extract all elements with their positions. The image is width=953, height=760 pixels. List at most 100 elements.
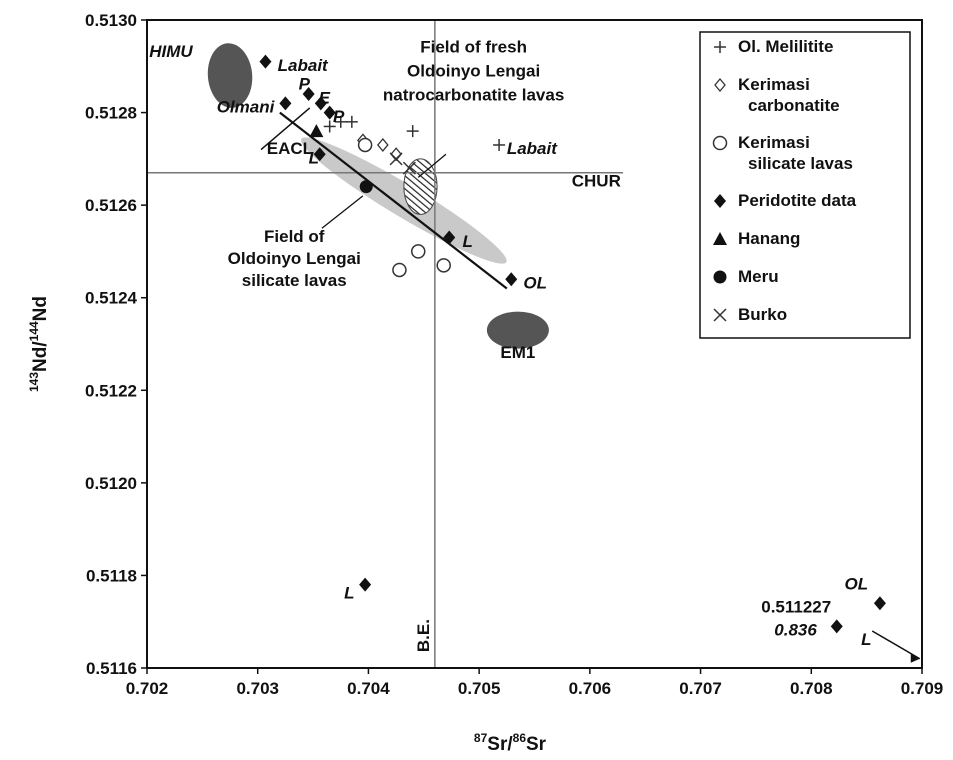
x-tick-label: 0.703 (236, 679, 279, 698)
legend-entry-text: Burko (738, 305, 787, 324)
point-plus (493, 138, 506, 151)
x-label-sup-1: 87 (474, 731, 488, 745)
point-circle-open (436, 258, 451, 273)
eacl-line (279, 111, 508, 290)
label-silicate-field-line: Oldoinyo Lengai (228, 249, 361, 268)
fresh-field-leader (417, 153, 447, 178)
legend-entry-text: Peridotite data (738, 191, 857, 210)
x-label-part-1: Sr/ (487, 734, 513, 755)
label-olmani: Olmani (217, 98, 276, 117)
label-eacl: EACL (267, 139, 313, 158)
reference-lines (147, 20, 624, 668)
y-tick-label: 0.5122 (85, 381, 137, 400)
point-x (389, 152, 403, 166)
point-x (402, 161, 416, 175)
y-tick-label: 0.5130 (85, 11, 137, 30)
y-tick-label: 0.5118 (86, 566, 137, 585)
field-em1 (486, 311, 549, 349)
label-value-1: 0.511227 (761, 597, 831, 616)
point-x-b (389, 152, 403, 166)
legend-entry-text: Kerimasi (738, 133, 810, 152)
point-diamond-open (376, 137, 389, 152)
point-diamond-open (390, 147, 402, 162)
legend-entry-text: Hanang (738, 229, 800, 248)
point-diamond (323, 105, 336, 120)
point-circle (359, 180, 373, 194)
label-l-3: L (344, 584, 354, 603)
point-plus (406, 125, 419, 138)
y-tick-label: 0.5124 (85, 289, 138, 308)
legend-marker-circle-open (712, 135, 728, 151)
y-tick-label: 0.5128 (85, 104, 137, 123)
y-tick-label: 0.5120 (85, 474, 137, 493)
x-tick-label: 0.709 (901, 679, 944, 698)
y-tick-label: 0.5126 (85, 196, 137, 215)
label-p-2: P (333, 107, 345, 126)
point-diamond (359, 577, 372, 592)
eacl-arrow (260, 107, 311, 151)
y-label-sup-1: 143 (27, 372, 41, 392)
silicate-field-leader (321, 195, 364, 229)
legend-entry-text: Kerimasi (738, 75, 810, 94)
label-be: B.E. (414, 619, 433, 652)
x-label-sup-2: 86 (513, 731, 527, 745)
offscale-arrowhead (910, 653, 920, 663)
point-plus (345, 115, 358, 128)
plot-frame (146, 19, 923, 669)
legend-marker-diamond (714, 194, 726, 208)
offscale-arrow (871, 630, 921, 660)
point-x-b (402, 161, 416, 175)
label-fresh-field-line: Oldoinyo Lengai (407, 61, 540, 80)
legend: Ol. Melilitite Kerimasi carbonatite Kerimas… (699, 31, 911, 339)
point-circle-open (411, 244, 426, 259)
x-axis-label: 87Sr/86Sr (474, 731, 547, 755)
label-ol-1: OL (523, 273, 547, 292)
label-l-1: L (309, 148, 319, 167)
legend-box (699, 31, 911, 339)
label-silicate-field-line: Field of (264, 227, 325, 246)
point-circle-open (357, 137, 373, 153)
legend-marker-diamond-open (714, 77, 726, 93)
point-plus (323, 120, 336, 133)
point-diamond (313, 147, 326, 162)
x-tick-label: 0.705 (458, 679, 501, 698)
x-tick-label: 0.707 (679, 679, 722, 698)
point-diamond (279, 96, 292, 111)
data-points (259, 54, 886, 634)
label-em1: EM1 (500, 343, 535, 362)
legend-entry-text: carbonatite (748, 96, 840, 115)
y-label-part-1: Nd/ (30, 341, 51, 372)
legend-marker-circle (713, 270, 727, 284)
label-chur: CHUR (572, 172, 621, 191)
point-diamond (302, 87, 315, 102)
y-tick-label: 0.5116 (86, 659, 137, 678)
x-tick-label: 0.704 (347, 679, 390, 698)
y-axis-label: 143Nd/144Nd (27, 296, 51, 392)
label-l-2: L (463, 232, 473, 251)
y-label-part-2: Nd (30, 296, 51, 321)
point-diamond (873, 596, 886, 611)
point-diamond (314, 96, 327, 111)
point-diamond (830, 619, 843, 634)
label-e: E (319, 88, 331, 107)
label-p-1: P (299, 74, 311, 93)
label-labait-right: Labait (507, 139, 558, 158)
label-labait-top: Labait (278, 56, 329, 75)
legend-marker-x-b (713, 308, 727, 322)
axis-ticks: 0.702 0.703 0.704 0.705 0.706 0.707 0.708 0.709… (85, 11, 943, 698)
legend-entry-text: Ol. Melilitite (738, 37, 833, 56)
legend-entry-text: Meru (738, 267, 779, 286)
label-ol-2: OL (845, 574, 869, 593)
label-silicate-field-line: silicate lavas (242, 271, 347, 290)
field-himu (207, 43, 253, 108)
label-fresh-field-line: natrocarbonatite lavas (383, 85, 564, 104)
legend-marker-plus (714, 41, 726, 53)
point-diamond (259, 54, 272, 69)
point-diamond (443, 230, 456, 245)
point-diamond (505, 272, 518, 287)
label-value-2: 0.836 (774, 621, 817, 640)
legend-marker-x (713, 308, 727, 322)
x-label-part-2: Sr (526, 734, 547, 755)
